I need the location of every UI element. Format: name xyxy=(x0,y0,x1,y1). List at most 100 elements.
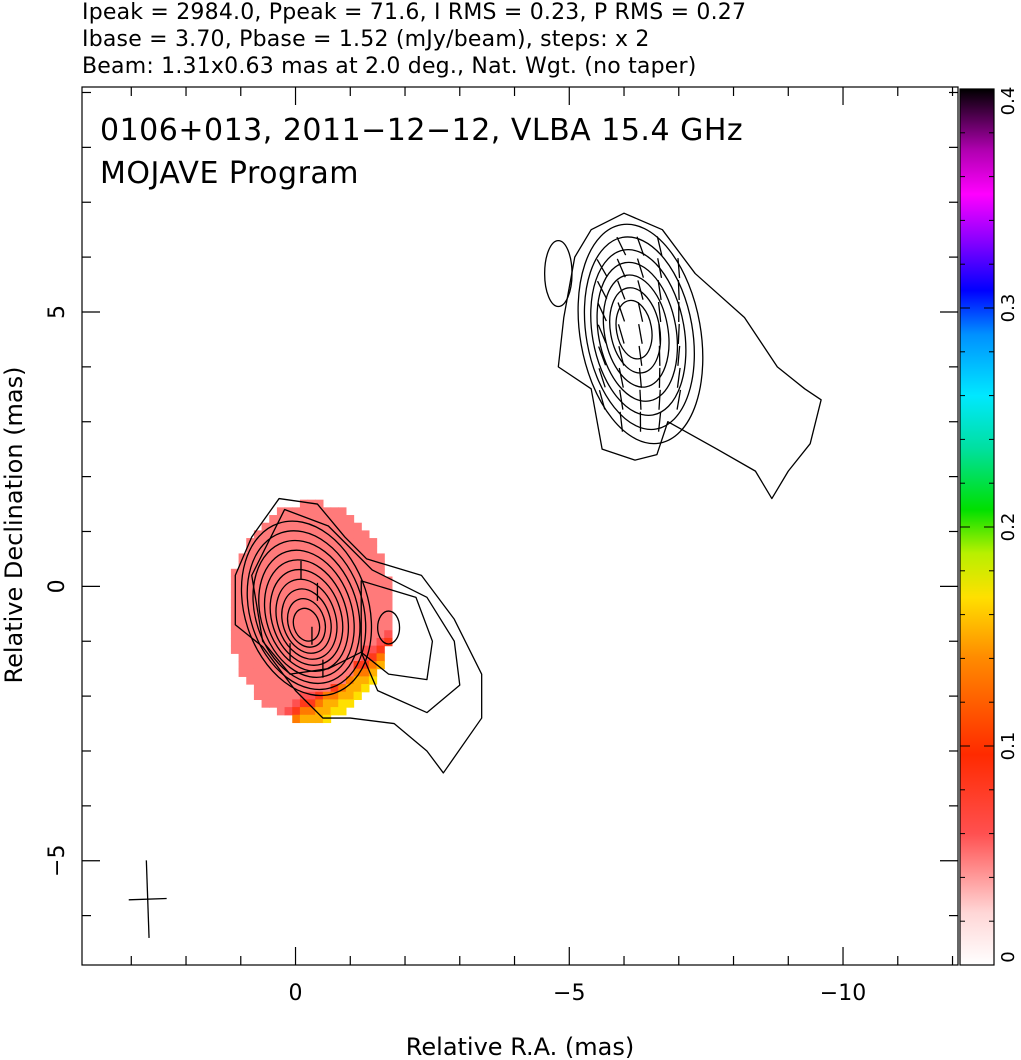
colormap-pixel xyxy=(299,622,309,631)
colormap-pixel xyxy=(307,684,316,693)
colormap-pixel xyxy=(338,576,347,585)
colormap-pixel xyxy=(292,599,301,608)
colormap-pixel xyxy=(307,699,316,708)
colormap-pixel xyxy=(269,599,278,608)
colormap-pixel xyxy=(376,607,385,616)
evpa-vector xyxy=(676,367,681,388)
y-tick-label: −5 xyxy=(45,845,70,877)
colormap-pixel xyxy=(284,584,293,593)
colormap-pixel xyxy=(269,545,278,555)
colormap-pixel xyxy=(322,645,332,654)
colormap-pixel xyxy=(261,599,270,608)
colormap-pixel xyxy=(276,614,286,624)
colormap-pixel xyxy=(384,599,393,608)
colormap-pixel xyxy=(276,545,286,555)
chart-subtitle: MOJAVE Program xyxy=(100,156,359,191)
colormap-pixel xyxy=(276,591,286,601)
colormap-pixel xyxy=(368,614,378,624)
chart-title: 0106+013, 2011−12−12, VLBA 15.4 GHz xyxy=(100,113,743,148)
colormap-pixel xyxy=(238,591,247,601)
colormap-pixel xyxy=(238,630,247,639)
colormap-pixel xyxy=(345,622,355,631)
colormap-pixel xyxy=(322,660,332,670)
colormap-pixel xyxy=(253,591,263,601)
colormap-pixel xyxy=(338,707,347,716)
colormap-pixel xyxy=(345,522,355,531)
colormap-pixel xyxy=(368,607,378,616)
colormap-pixel xyxy=(276,584,286,593)
colormap-pixel xyxy=(330,630,339,639)
colormap-pixel xyxy=(353,630,362,639)
colormap-pixel xyxy=(276,699,286,708)
colormap-pixel xyxy=(276,676,286,685)
colormap-pixel xyxy=(376,599,385,608)
colormap-pixel xyxy=(315,668,324,677)
colormap-pixel xyxy=(384,622,393,631)
colormap-pixel xyxy=(230,630,240,639)
colormap-pixel xyxy=(246,653,255,662)
colormap-pixel xyxy=(230,637,240,647)
colormap-pixel xyxy=(292,568,301,578)
evpa-vector xyxy=(638,345,643,366)
colormap-pixel xyxy=(307,622,316,631)
colormap-pixel xyxy=(361,568,370,578)
colormap-pixel xyxy=(269,691,278,701)
colormap-pixel xyxy=(322,676,332,685)
colormap-pixel xyxy=(353,576,362,585)
colormap-pixel xyxy=(246,538,255,547)
colormap-pixel xyxy=(292,538,301,547)
colormap-pixel xyxy=(292,630,301,639)
colormap-pixel xyxy=(284,599,293,608)
colormap-pixel xyxy=(253,576,263,585)
colormap-pixel xyxy=(307,653,316,662)
core-contour xyxy=(275,578,338,660)
evpa-vector xyxy=(617,324,625,344)
colormap-pixel xyxy=(368,545,378,555)
colormap-pixel xyxy=(299,699,309,708)
colormap-pixel xyxy=(276,599,286,608)
colormap-pixel xyxy=(322,599,332,608)
colormap-pixel xyxy=(292,614,301,624)
y-axis-label: Relative Declination (mas) xyxy=(0,366,28,683)
colormap-pixel xyxy=(338,699,347,708)
colormap-pixel xyxy=(338,568,347,578)
colormap-pixel xyxy=(353,584,362,593)
colormap-pixel xyxy=(253,561,263,570)
colormap-pixel xyxy=(345,684,355,693)
colormap-pixel xyxy=(338,545,347,555)
axis-ticks: 0 −5 −10 5 0 −5 xyxy=(45,87,958,1006)
colormap-pixel xyxy=(238,653,247,662)
colormap-pixel xyxy=(345,676,355,685)
colormap-pixel xyxy=(361,645,370,654)
colormap-pixel xyxy=(292,637,301,647)
colormap-pixel xyxy=(376,591,385,601)
colormap-pixel xyxy=(368,576,378,585)
colormap-pixel xyxy=(246,607,255,616)
colormap-pixel xyxy=(238,660,247,670)
y-tick-label: 5 xyxy=(45,305,70,319)
evpa-vector xyxy=(636,236,645,256)
colormap-pixel xyxy=(276,507,286,516)
colormap-pixel xyxy=(338,607,347,616)
colormap-pixel xyxy=(330,538,339,547)
colormap-pixel xyxy=(276,607,286,616)
header-line-2: Ibase = 3.70, Pbase = 1.52 (mJy/beam), s… xyxy=(82,27,650,52)
colormap-pixel xyxy=(345,699,355,708)
colormap-pixel xyxy=(246,553,255,562)
colormap-pixel xyxy=(284,538,293,547)
colormap-pixel xyxy=(315,568,324,578)
colormap-pixel xyxy=(361,538,370,547)
colormap-pixel xyxy=(330,614,339,624)
colormap-pixel xyxy=(246,668,255,677)
colormap-pixel xyxy=(276,622,286,631)
colormap-pixel xyxy=(322,576,332,585)
colormap-pixel xyxy=(269,676,278,685)
colormap-pixel xyxy=(299,607,309,616)
colormap-pixel xyxy=(261,584,270,593)
colormap-pixel xyxy=(238,607,247,616)
colormap-pixel xyxy=(276,707,286,716)
colormap-pixel xyxy=(307,614,316,624)
evpa-vector xyxy=(597,302,607,322)
colormap-pixel xyxy=(299,499,309,508)
colormap-pixel xyxy=(261,653,270,662)
